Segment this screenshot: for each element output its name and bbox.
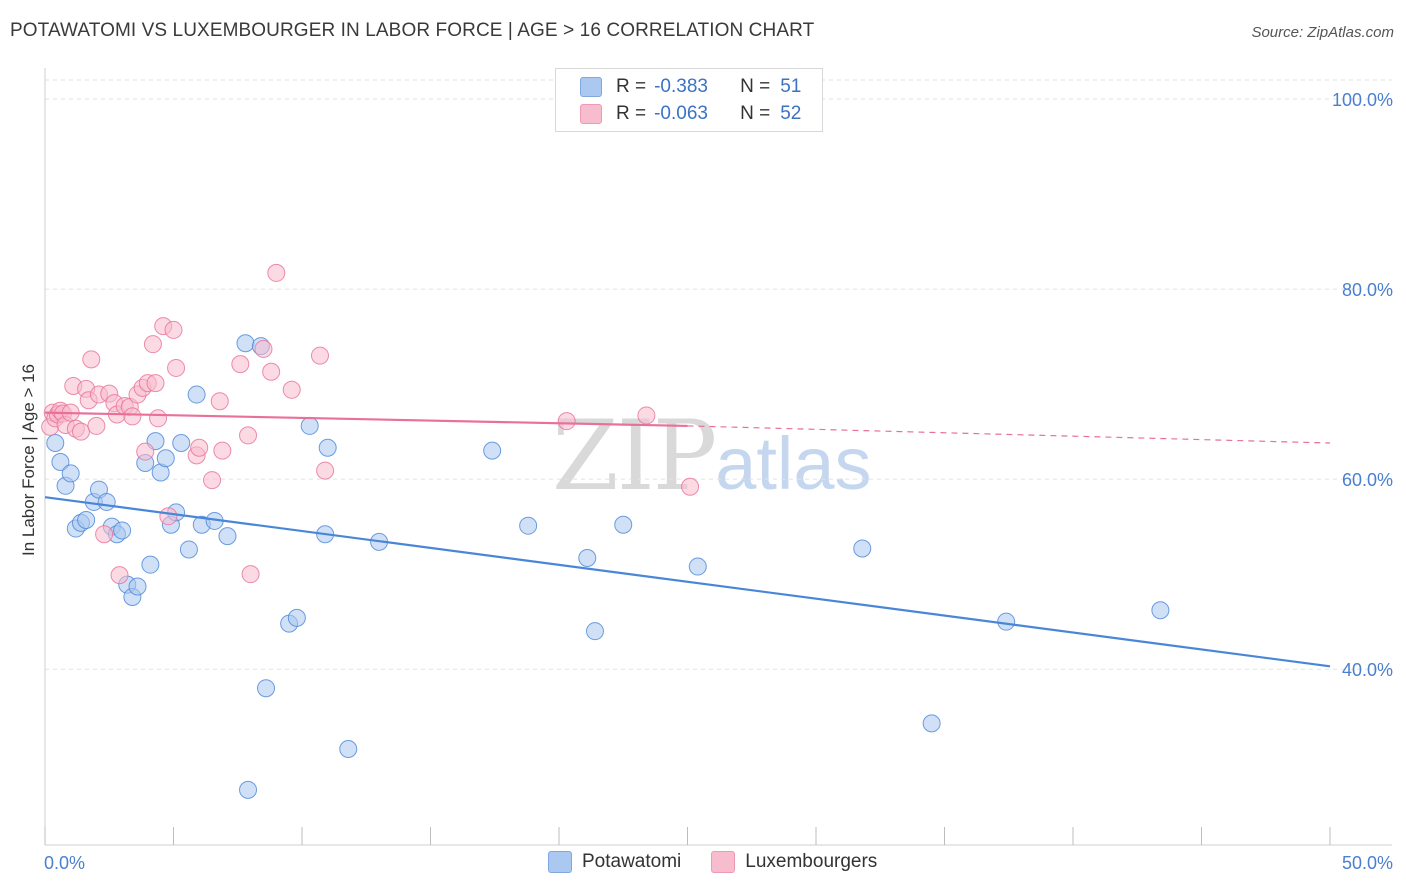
- y-tick-label: 100.0%: [1332, 90, 1393, 110]
- point-potawatomi: [51, 453, 70, 472]
- point-potawatomi: [179, 540, 198, 559]
- legend-row-potawatomi: R = -0.383 N = 51: [580, 75, 801, 99]
- point-potawatomi: [614, 515, 633, 534]
- point-luxembourgers: [146, 374, 165, 393]
- legend-n-label: N =: [740, 76, 771, 97]
- point-potawatomi: [61, 464, 80, 483]
- point-potawatomi: [688, 557, 707, 576]
- point-potawatomi: [1151, 601, 1170, 620]
- legend-n-label: N =: [740, 103, 771, 124]
- point-potawatomi: [318, 438, 337, 457]
- point-luxembourgers: [149, 409, 168, 428]
- series-legend-item-luxembourgers[interactable]: Luxembourgers: [711, 851, 877, 873]
- point-potawatomi: [483, 441, 502, 460]
- point-potawatomi: [339, 740, 358, 759]
- point-luxembourgers: [87, 416, 106, 435]
- point-luxembourgers: [681, 477, 700, 496]
- y-tick-label: 40.0%: [1342, 660, 1393, 680]
- point-luxembourgers: [203, 471, 222, 490]
- legend-swatch-luxembourgers: [580, 104, 602, 124]
- point-potawatomi: [141, 555, 160, 574]
- point-luxembourgers: [123, 407, 142, 426]
- legend-n-value: 52: [780, 103, 802, 124]
- correlation-legend: R = -0.383 N = 51 R = -0.063 N = 52: [555, 68, 823, 132]
- point-luxembourgers: [110, 566, 129, 585]
- point-luxembourgers: [231, 355, 250, 374]
- series-label-luxembourgers: Luxembourgers: [745, 851, 878, 872]
- watermark-atlas: atlas: [715, 422, 872, 505]
- point-potawatomi: [997, 612, 1016, 631]
- trendline-luxembourgers: [44, 411, 688, 428]
- legend-n-value: 51: [780, 76, 802, 97]
- point-potawatomi: [519, 516, 538, 535]
- point-potawatomi: [46, 434, 65, 453]
- point-luxembourgers: [210, 392, 229, 411]
- series-legend-item-potawatomi[interactable]: Potawatomi: [548, 851, 681, 873]
- point-potawatomi: [257, 679, 276, 698]
- point-luxembourgers: [267, 263, 286, 282]
- point-luxembourgers: [213, 441, 232, 460]
- legend-r-value: -0.383: [654, 76, 708, 97]
- point-luxembourgers: [164, 320, 183, 339]
- legend-r-value: -0.063: [654, 103, 708, 124]
- legend-swatch-potawatomi: [580, 77, 602, 97]
- point-potawatomi: [236, 334, 255, 353]
- trendline-extension-luxembourgers: [687, 425, 1331, 444]
- point-luxembourgers: [316, 461, 335, 480]
- point-luxembourgers: [82, 350, 101, 369]
- point-luxembourgers: [190, 438, 209, 457]
- point-potawatomi: [113, 521, 132, 540]
- point-potawatomi: [128, 577, 147, 596]
- point-luxembourgers: [143, 335, 162, 354]
- point-potawatomi: [578, 549, 597, 568]
- y-axis-label: In Labor Force | Age > 16: [19, 364, 38, 556]
- legend-r-label: R =: [616, 103, 647, 124]
- point-luxembourgers: [241, 565, 260, 584]
- point-luxembourgers: [95, 525, 114, 544]
- point-potawatomi: [300, 416, 319, 435]
- trendline-potawatomi: [44, 496, 1331, 668]
- chart-title: POTAWATOMI VS LUXEMBOURGER IN LABOR FORC…: [10, 20, 815, 41]
- point-luxembourgers: [637, 406, 656, 425]
- point-potawatomi: [156, 449, 175, 468]
- point-potawatomi: [287, 608, 306, 627]
- point-potawatomi: [922, 714, 941, 733]
- point-luxembourgers: [167, 358, 186, 377]
- series-swatch-luxembourgers: [711, 851, 736, 873]
- point-potawatomi: [172, 434, 191, 453]
- y-tick-label: 80.0%: [1342, 280, 1393, 300]
- point-luxembourgers: [262, 362, 281, 381]
- point-luxembourgers: [310, 346, 329, 365]
- point-potawatomi: [77, 510, 96, 529]
- point-luxembourgers: [159, 507, 178, 526]
- y-tick-label: 60.0%: [1342, 470, 1393, 490]
- point-potawatomi: [97, 492, 116, 511]
- point-potawatomi: [239, 780, 258, 799]
- point-luxembourgers: [239, 426, 258, 445]
- point-potawatomi: [853, 539, 872, 558]
- series-legend: Potawatomi Luxembourgers: [548, 851, 907, 873]
- point-potawatomi: [585, 622, 604, 641]
- source-label: Source: ZipAtlas.com: [1251, 24, 1394, 41]
- point-luxembourgers: [557, 412, 576, 431]
- point-luxembourgers: [254, 339, 273, 358]
- series-label-potawatomi: Potawatomi: [582, 851, 682, 872]
- legend-r-label: R =: [616, 76, 647, 97]
- x-tick-label: 50.0%: [1342, 853, 1393, 873]
- series-swatch-potawatomi: [548, 851, 572, 873]
- point-luxembourgers: [136, 442, 155, 461]
- point-potawatomi: [187, 385, 206, 404]
- legend-row-luxembourgers: R = -0.063 N = 52: [580, 102, 801, 126]
- point-luxembourgers: [71, 422, 90, 441]
- point-potawatomi: [218, 527, 237, 546]
- point-luxembourgers: [282, 380, 301, 399]
- x-tick-label: 0.0%: [44, 853, 85, 873]
